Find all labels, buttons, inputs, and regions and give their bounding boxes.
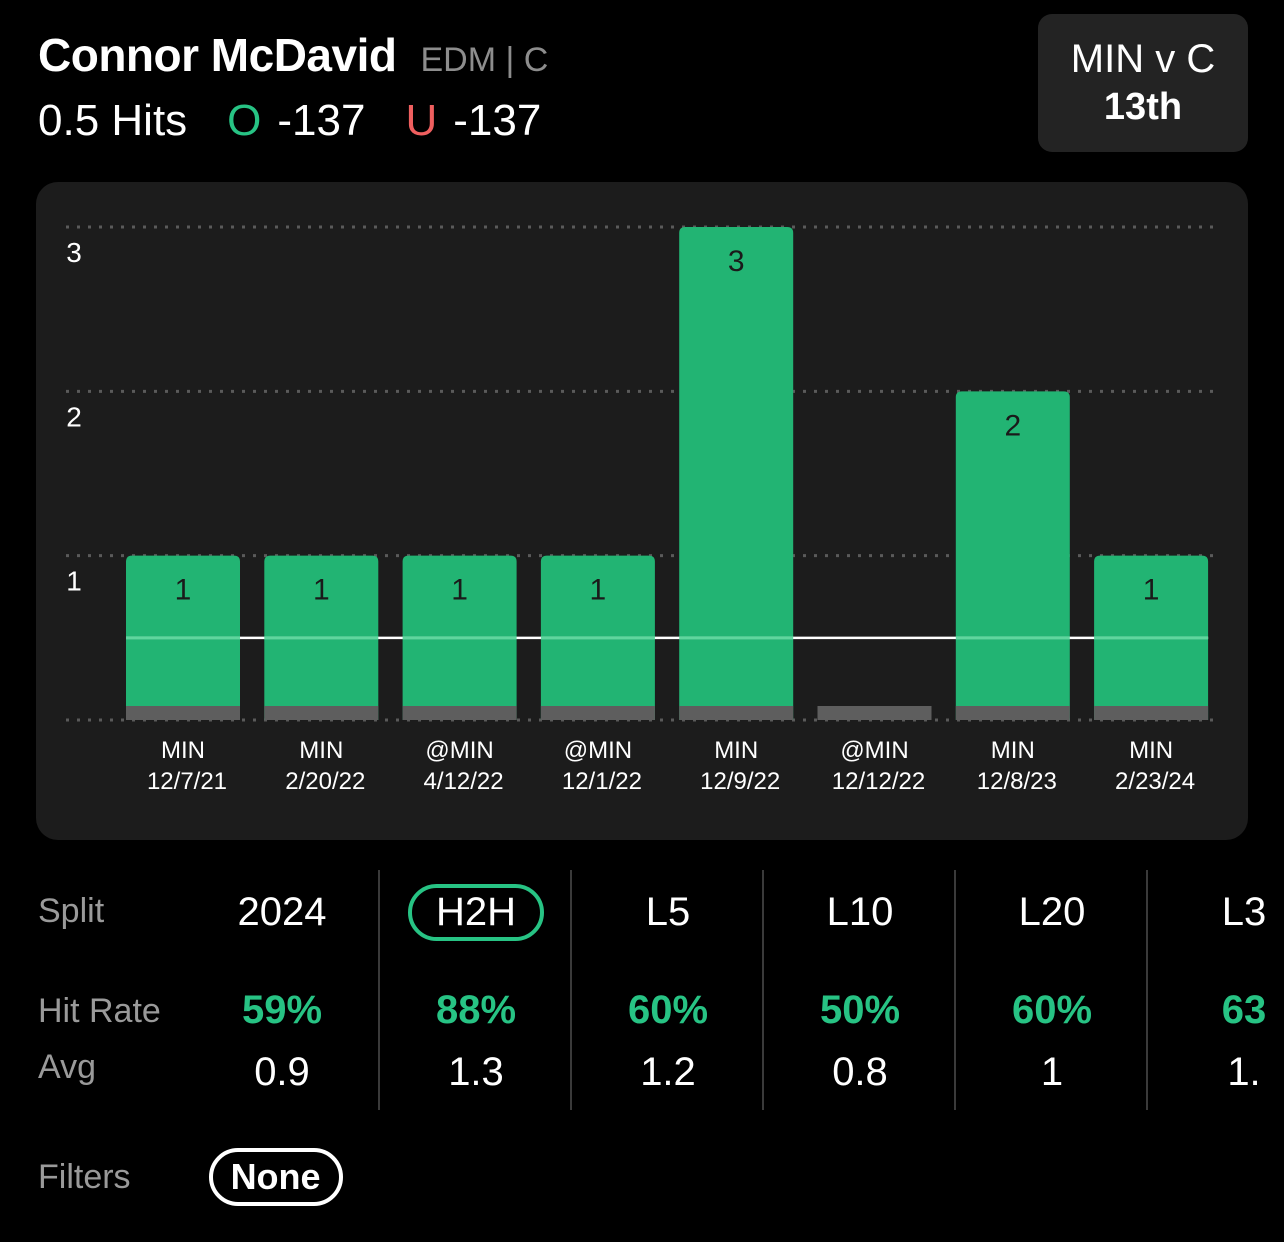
split-row-label: Split (38, 892, 105, 930)
split-column-l10[interactable]: L10 50% 0.8 (762, 870, 956, 1110)
split-tab[interactable]: L3 (1148, 890, 1284, 935)
avg-value: 1.2 (640, 1050, 696, 1094)
filters-row: Filters None (38, 1148, 343, 1206)
x-tick-date: 12/7/21 (147, 768, 227, 795)
split-column-2024[interactable]: 2024 59% 0.9 (186, 870, 378, 1110)
chart-card: 1 2 3 1 1 1 1 3 2 1 MIN 12/7/21 MIN 2/20/22 @MIN 4/12/2… (36, 182, 1248, 840)
y-tick-label: 1 (66, 566, 82, 597)
x-tick-date: 4/12/22 (424, 768, 504, 795)
x-tick-date: 12/9/22 (700, 768, 780, 795)
bar-value-label: 1 (590, 574, 607, 607)
split-column-l20[interactable]: L20 60% 1 (954, 870, 1148, 1110)
x-tick-opponent: MIN (299, 737, 343, 764)
bar-value-label: 1 (451, 574, 468, 607)
matchup-title: MIN v C (1070, 37, 1216, 81)
bar-zero (817, 706, 932, 720)
x-tick-date: 12/1/22 (562, 768, 642, 795)
split-tab[interactable]: L20 (956, 890, 1148, 935)
x-tick-opponent: MIN (714, 737, 758, 764)
split-column-l3[interactable]: L3 63 1. (1146, 870, 1284, 1110)
x-tick-opponent: MIN (1129, 737, 1173, 764)
avg-value: 1 (1040, 1050, 1064, 1094)
bar-base (955, 706, 1070, 720)
x-tick-opponent: @MIN (840, 737, 908, 764)
avg-value: 0.9 (254, 1050, 310, 1094)
over-odds[interactable]: -137 (277, 96, 366, 145)
split-tab-label: L10 (826, 890, 894, 934)
hit-rate-row-label: Hit Rate (38, 992, 161, 1030)
bar-value-label: 1 (1143, 574, 1160, 607)
bar-value-label: 3 (728, 245, 745, 278)
y-tick-label: 2 (66, 401, 82, 432)
player-name: Connor McDavid (38, 29, 397, 81)
bar-base (402, 706, 517, 720)
avg-value: 1.3 (448, 1050, 504, 1094)
x-tick-opponent: @MIN (564, 737, 632, 764)
game-log-chart: 1 2 3 1 1 1 1 3 2 1 MIN 12/7/21 MIN 2/20/22 @MIN 4/12/2… (66, 225, 1216, 795)
split-tab[interactable]: L10 (764, 890, 956, 935)
matchup-rank: 13th (1103, 86, 1183, 128)
split-tab-label: H2H (407, 884, 545, 941)
hit-rate-value: 88% (435, 988, 517, 1032)
avg-row-label: Avg (38, 1048, 96, 1086)
hit-rate-value: 59% (241, 988, 323, 1032)
split-tab[interactable]: L5 (572, 890, 764, 935)
matchup-button[interactable]: MIN v C 13th (1038, 14, 1248, 152)
under-odds[interactable]: -137 (453, 96, 542, 145)
split-tab-label: L3 (1221, 890, 1267, 934)
split-tab[interactable]: H2H (380, 884, 572, 941)
split-tab-label: L5 (645, 890, 691, 934)
bar (679, 227, 794, 720)
x-tick-date: 12/12/22 (832, 768, 925, 795)
bar-value-label: 2 (1004, 409, 1021, 442)
bar-value-label: 1 (313, 574, 330, 607)
bar-base (679, 706, 794, 720)
x-tick-date: 2/23/24 (1115, 768, 1195, 795)
hit-rate-value: 60% (627, 988, 709, 1032)
bar-base (1094, 706, 1209, 720)
filter-none-button[interactable]: None (208, 1148, 343, 1206)
bar-base (540, 706, 655, 720)
line-label: 0.5 Hits (38, 96, 188, 145)
player-header: Connor McDavid EDM | C 0.5 Hits O -137 U… (38, 28, 548, 146)
x-tick-opponent: MIN (991, 737, 1035, 764)
split-tab-label: L20 (1018, 890, 1086, 934)
hit-rate-value: 50% (819, 988, 901, 1032)
team-position: EDM | C (420, 41, 549, 79)
player-line: Connor McDavid EDM | C (38, 28, 548, 82)
split-tab-label: 2024 (237, 890, 327, 934)
x-tick-opponent: MIN (161, 737, 205, 764)
avg-value: 1. (1227, 1050, 1261, 1094)
filters-label: Filters (38, 1157, 131, 1196)
prop-line: 0.5 Hits O -137 U -137 (38, 96, 548, 146)
bars: 1 1 1 1 3 2 1 (126, 227, 1209, 720)
hit-rate-value: 60% (1011, 988, 1093, 1032)
y-tick-label: 3 (66, 237, 82, 268)
avg-value: 0.8 (832, 1050, 888, 1094)
bar-base (264, 706, 379, 720)
over-mark: O (227, 96, 262, 145)
under-mark: U (405, 96, 438, 145)
bar-value-label: 1 (175, 574, 192, 607)
x-tick-date: 12/8/23 (977, 768, 1057, 795)
split-tab[interactable]: 2024 (186, 890, 378, 935)
x-tick-opponent: @MIN (425, 737, 493, 764)
hit-rate-value: 63 (1221, 988, 1267, 1032)
bar-base (126, 706, 240, 720)
split-column-h2h[interactable]: H2H 88% 1.3 (378, 870, 572, 1110)
x-tick-date: 2/20/22 (285, 768, 365, 795)
splits-table: Split Hit Rate Avg 2024 59% 0.9 H2H 88% 1.3 L5… (0, 870, 1284, 1110)
split-column-l5[interactable]: L5 60% 1.2 (570, 870, 764, 1110)
